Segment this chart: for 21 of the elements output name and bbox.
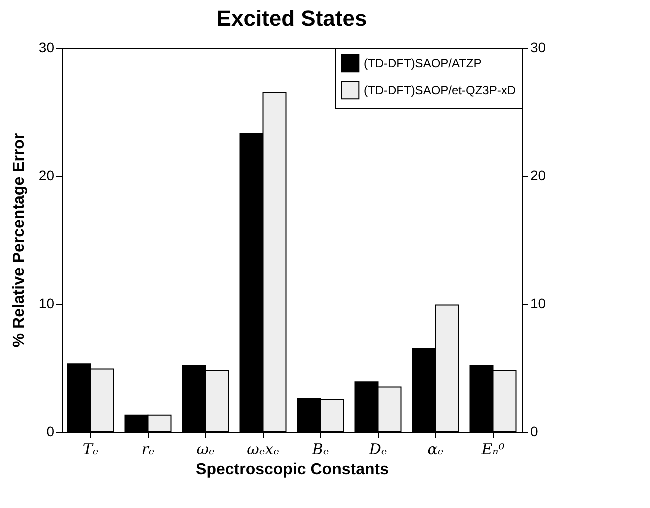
y2-tick-label: 0 [530, 424, 538, 440]
x-tick-label: ωₑ [196, 440, 215, 458]
legend-label: (TD-DFT)SAOP/ATZP [364, 56, 482, 70]
chart-title: Excited States [216, 6, 368, 31]
y2-tick-label: 10 [530, 296, 546, 312]
x-tick-label: Eₙ⁰ [480, 440, 505, 458]
y-axis-title: % Relative Percentage Error [10, 133, 28, 348]
y-tick-label: 20 [38, 168, 55, 184]
y-tick-label: 30 [38, 40, 55, 56]
legend-label: (TD-DFT)SAOP/et-QZ3P-xD [364, 84, 516, 98]
y-tick-label: 0 [46, 424, 55, 440]
x-tick-label: αₑ [428, 440, 444, 458]
y2-tick-label: 30 [530, 40, 546, 56]
x-axis-title: Spectroscopic Constants [196, 462, 390, 478]
y2-tick-label: 20 [530, 168, 546, 184]
x-tick-label: Bₑ [311, 440, 330, 458]
x-tick-label: ωₑxₑ [247, 440, 280, 458]
x-tick-label: rₑ [142, 440, 155, 458]
y-tick-label: 10 [38, 296, 55, 312]
x-tick-label: Tₑ [82, 440, 99, 458]
x-tick-label: Dₑ [368, 440, 388, 458]
